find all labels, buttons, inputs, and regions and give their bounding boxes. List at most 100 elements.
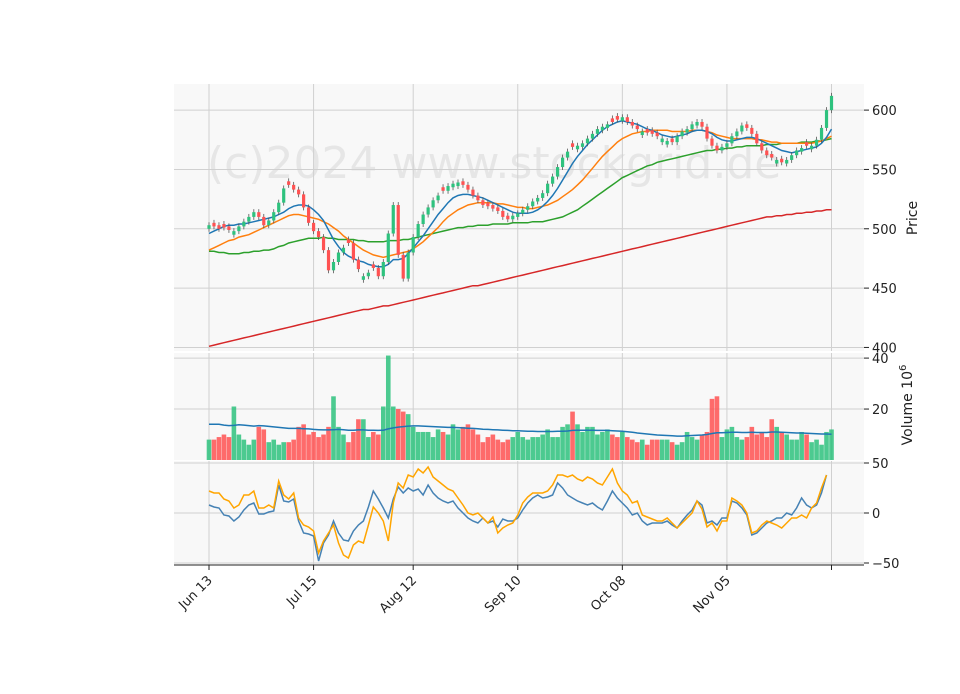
ma-slow-line: [209, 137, 832, 255]
volume-bar: [580, 431, 585, 460]
volume-bar: [525, 439, 531, 460]
candle-down: [700, 121, 704, 127]
volume-bar: [510, 437, 516, 460]
candle-up: [605, 124, 609, 128]
candle-down: [755, 133, 759, 144]
volume-bar: [405, 414, 411, 460]
volume-bar: [381, 406, 386, 460]
volume-bar: [221, 434, 227, 460]
volume-bar: [346, 442, 351, 460]
volume-bar: [704, 431, 710, 460]
volume-bar: [276, 444, 282, 460]
candle-up: [391, 205, 395, 234]
volume-bar: [286, 442, 291, 460]
candle-down: [321, 237, 326, 251]
candle-down: [650, 130, 654, 134]
y-tick-label: 500: [872, 223, 897, 238]
volume-bar: [385, 355, 391, 460]
candle-down: [297, 189, 301, 195]
volume-bar: [341, 434, 346, 460]
candle-up: [536, 197, 540, 202]
y-tick-label: 0: [872, 507, 880, 522]
volume-bar: [465, 424, 471, 460]
candle-down: [212, 222, 216, 227]
candle-up: [531, 201, 535, 207]
volume-bar: [659, 439, 665, 460]
volume-bar: [415, 431, 421, 460]
volume-bar: [744, 437, 750, 460]
candle-up: [585, 138, 590, 144]
candle-up: [730, 136, 734, 144]
volume-bar: [605, 429, 610, 460]
candle-up: [590, 133, 595, 139]
volume-ma-line: [209, 423, 832, 437]
candle-down: [396, 205, 400, 255]
volume-bar: [694, 439, 700, 460]
candle-down: [610, 118, 614, 122]
volume-bar: [759, 431, 765, 460]
volume-bar: [435, 429, 441, 460]
candle-up: [824, 110, 829, 128]
volume-bar: [291, 439, 296, 460]
volume-bar: [794, 439, 799, 460]
volume-bar: [356, 419, 361, 460]
candlesticks: [207, 92, 834, 283]
candle-up: [725, 143, 729, 147]
volume-bar: [804, 434, 809, 460]
volume-bar: [321, 434, 326, 460]
candle-up: [556, 167, 560, 177]
candle-up: [511, 215, 515, 220]
candle-down: [750, 127, 754, 134]
volume-bar: [251, 439, 257, 460]
candle-up: [421, 214, 425, 225]
volume-bar: [231, 406, 237, 460]
candle-up: [242, 221, 246, 227]
volume-bar: [505, 439, 511, 460]
volume-bar: [211, 439, 217, 460]
candle-down: [346, 239, 351, 244]
candle-up: [685, 129, 689, 133]
volume-bar: [480, 442, 486, 460]
candle-down: [770, 154, 774, 158]
volume-bar: [261, 429, 267, 460]
candle-down: [466, 184, 470, 190]
volume-bar: [351, 431, 356, 460]
volume-bar: [475, 434, 481, 460]
candle-down: [670, 138, 674, 143]
candle-up: [829, 95, 834, 111]
volume-bar: [639, 439, 645, 460]
candle-up: [775, 159, 779, 164]
candle-up: [361, 276, 365, 280]
candle-up: [580, 143, 585, 147]
candle-down: [262, 216, 266, 226]
candle-down: [745, 124, 749, 128]
candle-down: [655, 132, 659, 137]
candle-up: [814, 139, 819, 146]
volume-bar: [819, 444, 824, 460]
x-tick-label: Nov 05: [691, 573, 734, 616]
candle-up: [336, 252, 341, 262]
candle-up: [277, 202, 281, 213]
candle-up: [800, 148, 804, 152]
volume-bar: [550, 437, 555, 460]
candle-up: [426, 207, 430, 215]
volume-bar: [400, 411, 406, 460]
volume-bar: [420, 431, 426, 460]
volume-axis-label-exponent: 6: [898, 365, 909, 371]
volume-bar: [600, 431, 605, 460]
volume-bar: [749, 426, 755, 460]
volume-bar: [714, 396, 720, 460]
volume-bar: [311, 431, 316, 460]
volume-bar: [679, 442, 685, 460]
price-panel: (c)2024 www.stockgrid.de 400 450 500 550 600…: [174, 84, 921, 356]
volume-bar: [485, 437, 491, 460]
candle-up: [272, 212, 276, 221]
volume-bar: [376, 434, 381, 460]
volume-bar: [585, 426, 590, 460]
candle-up: [451, 183, 455, 188]
oscillator-line-a: [208, 474, 828, 562]
candle-down: [645, 129, 649, 133]
volume-bar: [495, 439, 501, 460]
